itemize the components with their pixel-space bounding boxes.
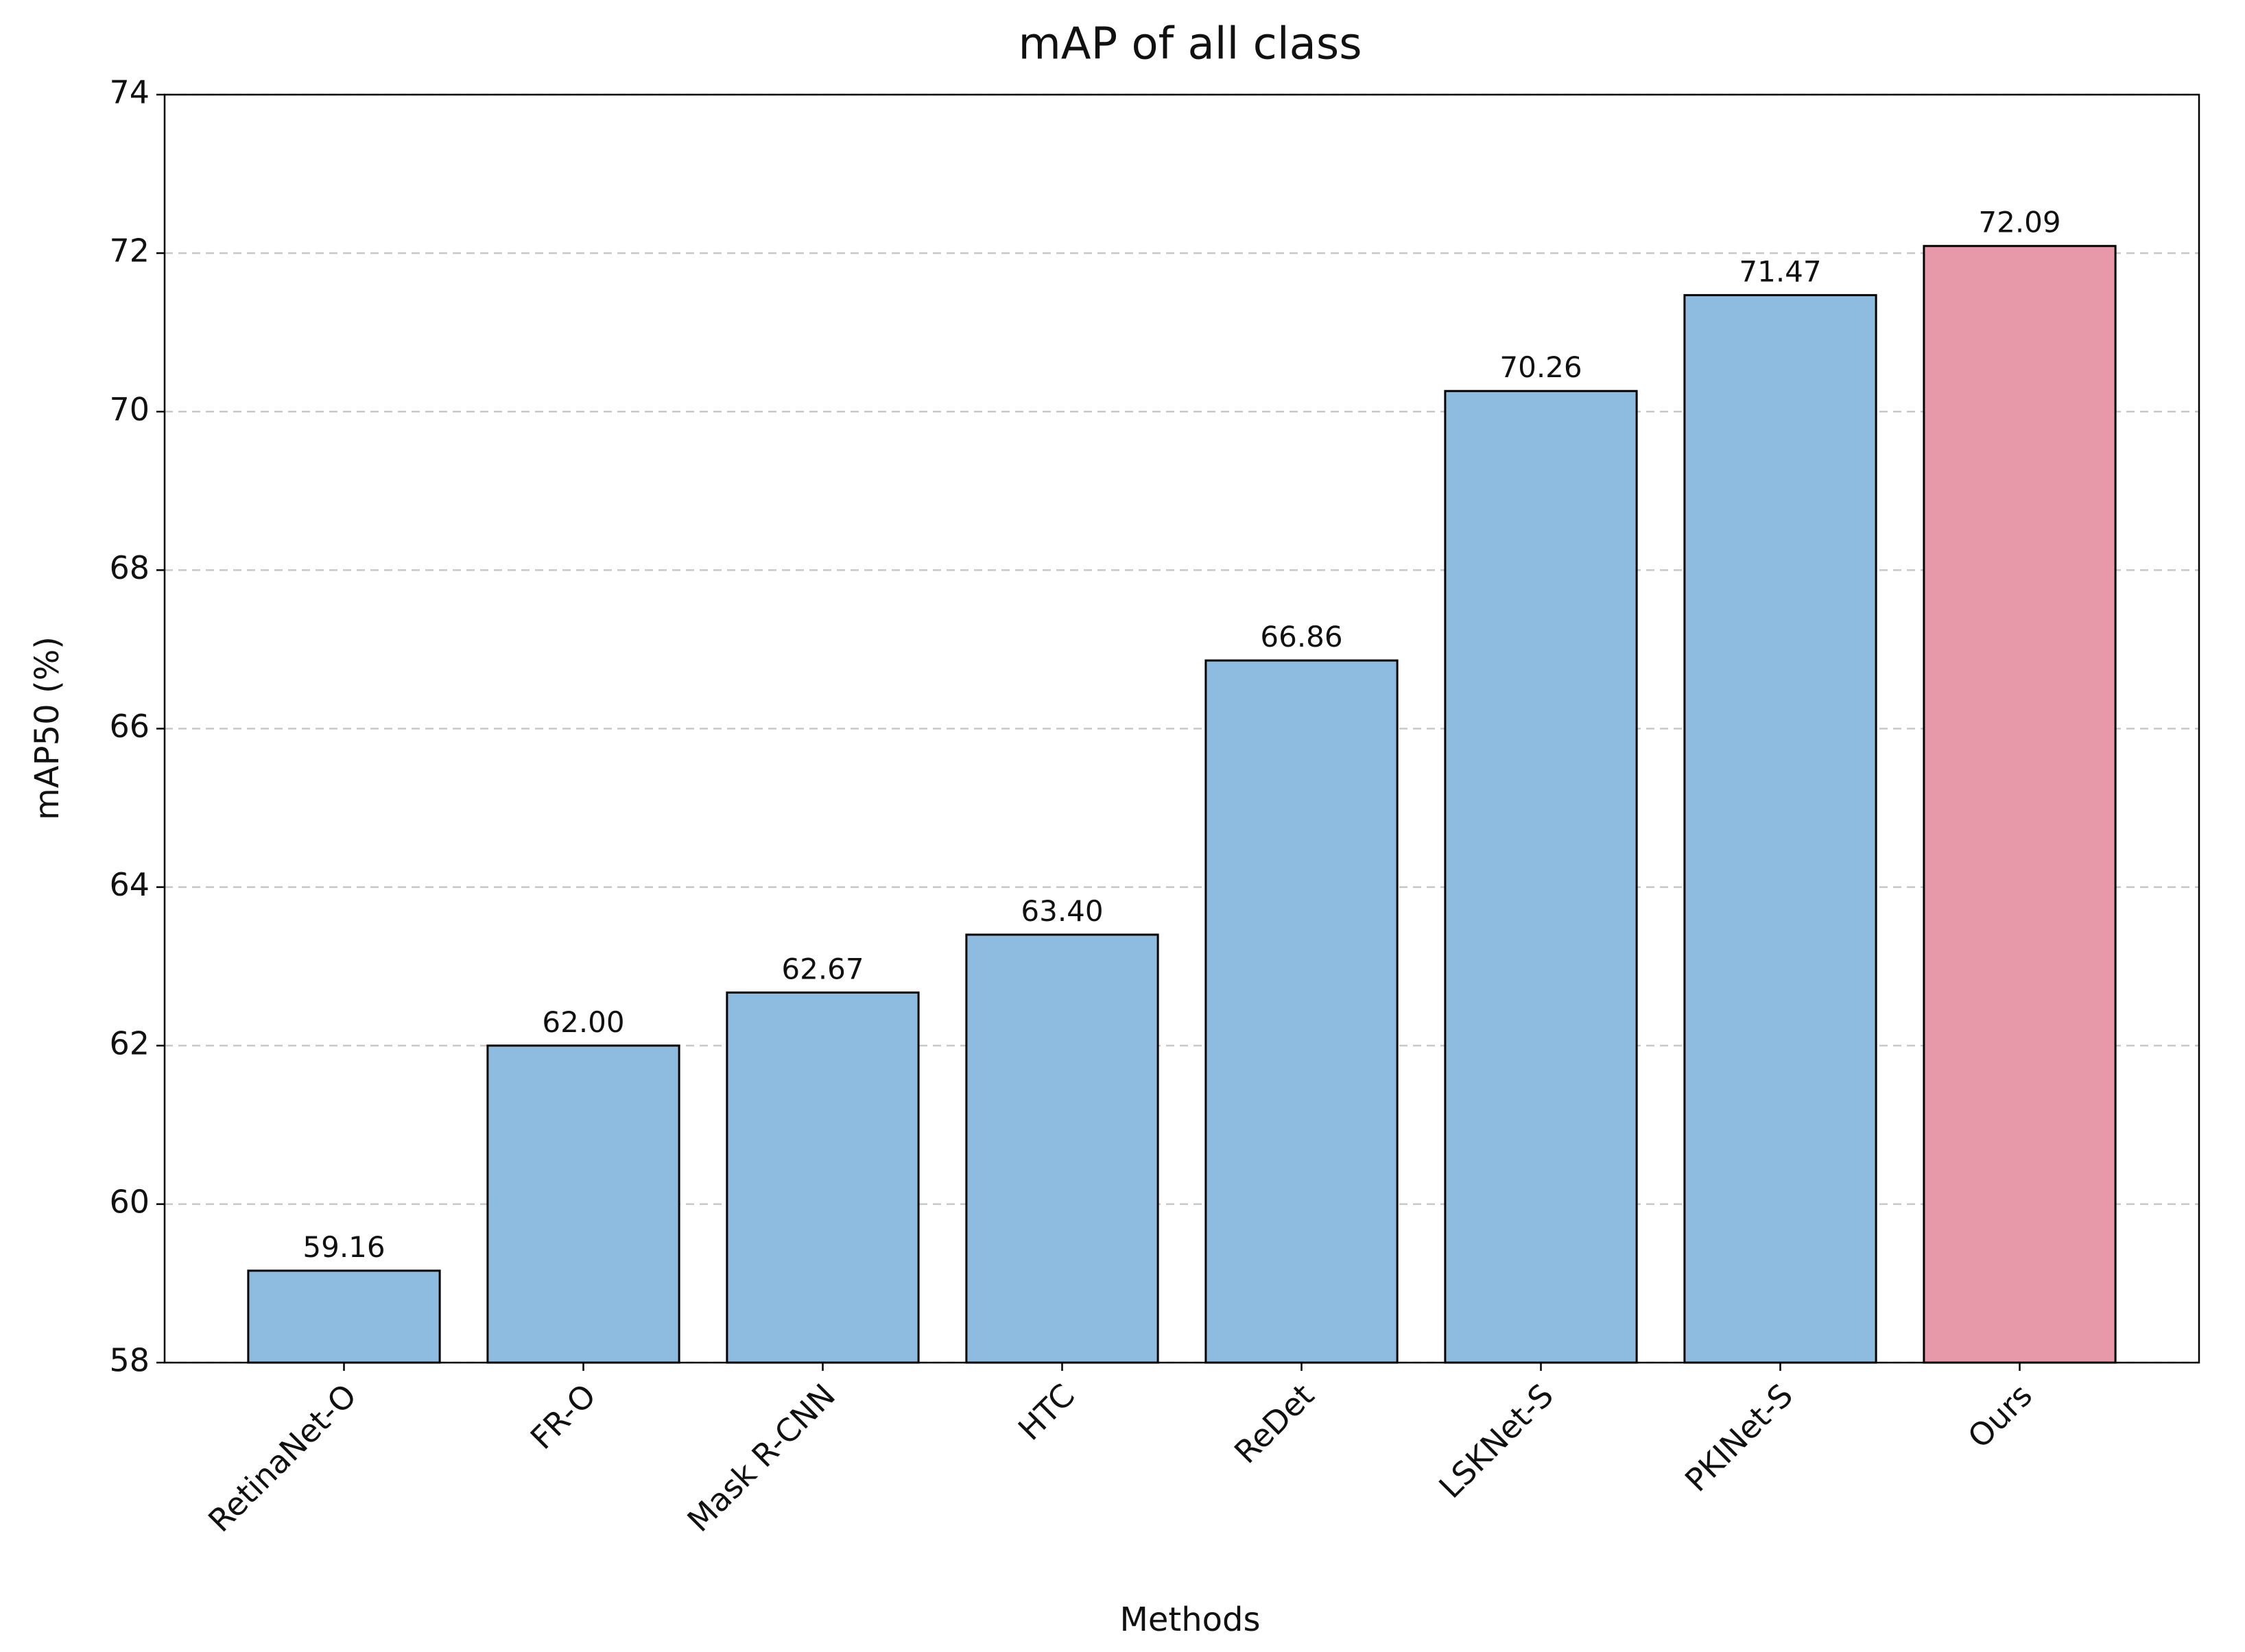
y-tick-label: 64	[109, 866, 150, 903]
y-tick-label: 72	[109, 232, 150, 270]
bar	[1204, 659, 1399, 1364]
value-label: 72.09	[1978, 206, 2060, 239]
x-tick-label: HTC	[1011, 1376, 1082, 1447]
value-label: 62.67	[781, 952, 864, 985]
x-tick-label: FR-O	[523, 1376, 603, 1456]
x-tick-label: LSKNet-S	[1432, 1376, 1560, 1505]
value-label: 59.16	[302, 1230, 385, 1264]
bar	[247, 1269, 441, 1364]
plot-frame	[163, 93, 2200, 1364]
y-tick-label: 62	[109, 1025, 150, 1062]
x-tick-label: PKINet-S	[1678, 1376, 1800, 1498]
value-label: 62.00	[542, 1005, 624, 1039]
y-tick-label: 68	[109, 549, 150, 586]
bar	[1683, 294, 1877, 1364]
x-tick-label: ReDet	[1227, 1376, 1321, 1470]
value-label: 71.47	[1739, 254, 1821, 288]
bar	[1444, 390, 1638, 1364]
y-tick-label: 58	[109, 1342, 150, 1379]
bar	[965, 933, 1159, 1364]
value-label: 66.86	[1260, 620, 1342, 654]
y-tick-label: 70	[109, 391, 150, 428]
x-axis-label: Methods	[1119, 1601, 1260, 1639]
y-axis-label: mAP50 (%)	[28, 636, 67, 820]
value-label: 63.40	[1021, 894, 1103, 928]
y-tick-label: 74	[109, 74, 150, 111]
x-tick-label: Mask R-CNN	[680, 1376, 842, 1539]
x-tick-label: Ours	[1960, 1376, 2039, 1455]
y-tick-label: 60	[109, 1183, 150, 1220]
y-tick-label: 66	[109, 708, 150, 745]
bar	[726, 991, 920, 1364]
bar	[1923, 245, 2117, 1364]
value-label: 70.26	[1499, 350, 1582, 384]
bar	[486, 1044, 680, 1364]
x-tick-label: RetinaNet-O	[201, 1376, 364, 1539]
chart-title: mAP of all class	[1018, 19, 1362, 70]
